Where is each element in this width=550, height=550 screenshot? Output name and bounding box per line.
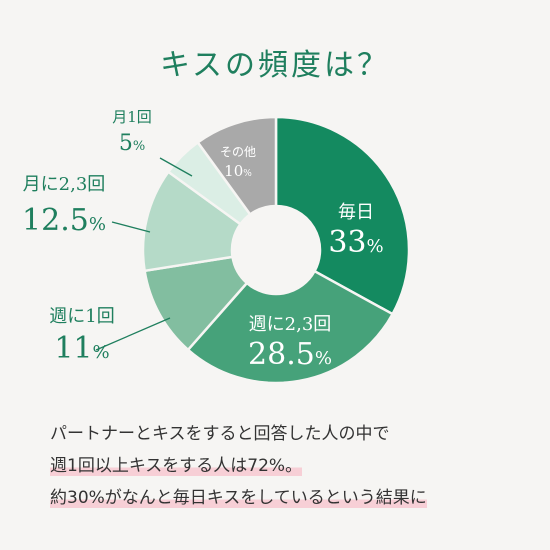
slice-label-3: 月に2,3回 <box>23 174 106 195</box>
caption-line-2: 週1回以上キスをする人は72%。 <box>50 456 303 476</box>
slice-1 <box>186 269 395 385</box>
slice-label-1: 週に2,3回 <box>249 314 332 335</box>
slice-value-5: 10% <box>224 162 252 180</box>
slice-label-2: 週に1回 <box>49 306 114 327</box>
leader-line-2 <box>95 317 171 351</box>
slice-value-3: 12.5% <box>22 203 106 238</box>
caption-line-3: 約30%がなんと毎日キスをしているという結果に <box>50 488 427 508</box>
chart-title: キスの頻度は？ <box>159 48 391 83</box>
slice-0 <box>274 115 411 316</box>
slice-value-2: 11% <box>54 331 109 366</box>
leader-line-3 <box>111 221 151 233</box>
slice-5 <box>196 115 278 217</box>
slice-label-4: 月1回 <box>112 108 152 126</box>
leader-line-4 <box>159 157 193 177</box>
slice-label-5: その他 <box>220 145 256 159</box>
slice-value-4: 5% <box>119 131 145 156</box>
slice-value-0: 33% <box>328 225 383 260</box>
caption: パートナーとキスをすると回答した人の中で 週1回以上キスをする人は72%。 約3… <box>50 418 520 514</box>
slice-value-1: 28.5% <box>248 337 332 372</box>
caption-line-1: パートナーとキスをすると回答した人の中で <box>50 424 390 444</box>
slice-label-0: 毎日 <box>338 202 374 223</box>
